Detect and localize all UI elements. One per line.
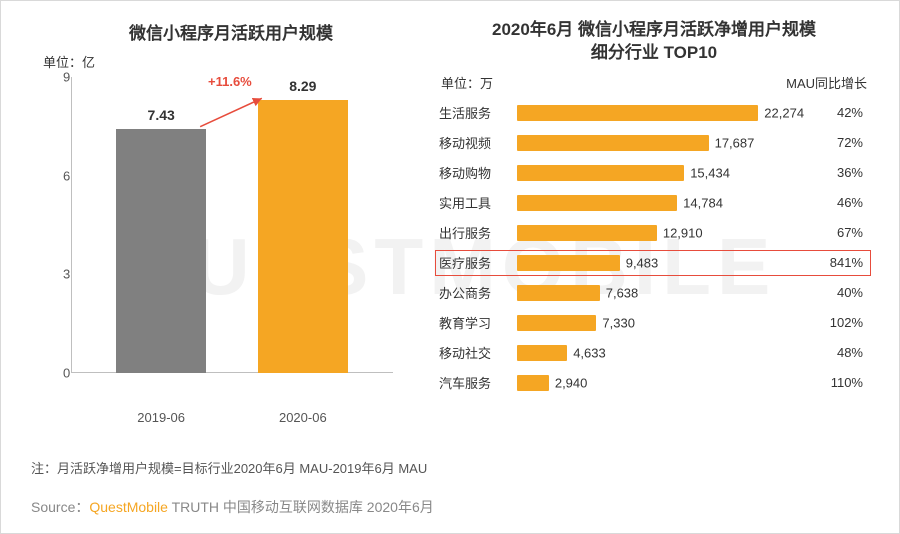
hbar-growth: 67% [803, 225, 869, 240]
hbar-row: 移动购物 15,434 36% [439, 158, 869, 188]
hbar-row: 教育学习 7,330 102% [439, 308, 869, 338]
right-chart-unit: 单位：万 [441, 73, 493, 92]
hbar-value-label: 2,940 [555, 375, 588, 390]
bar: 7.43 [116, 129, 206, 373]
left-chart-title: 微信小程序月活跃用户规模 [31, 19, 431, 44]
hbar-row: 移动社交 4,633 48% [439, 338, 869, 368]
bar-value-label: 7.43 [116, 107, 206, 123]
hbar-track: 4,633 [517, 342, 803, 364]
hbar-category: 出行服务 [439, 223, 513, 242]
hbar [517, 255, 620, 271]
hbar-track: 14,784 [517, 192, 803, 214]
hbar-growth: 42% [803, 105, 869, 120]
hbar-value-label: 22,274 [764, 105, 804, 120]
y-axis-tick: 6 [63, 168, 70, 183]
hbar [517, 345, 567, 361]
hbar-category: 教育学习 [439, 313, 513, 332]
hbar-growth: 102% [803, 315, 869, 330]
hbar-track: 17,687 [517, 132, 803, 154]
hbar-row: 实用工具 14,784 46% [439, 188, 869, 218]
hbar-row: 出行服务 12,910 67% [439, 218, 869, 248]
right-chart-growth-header: MAU同比增长 [786, 73, 867, 92]
x-axis-label: 2020-06 [258, 410, 348, 425]
hbar-category: 生活服务 [439, 103, 513, 122]
hbar-row: 移动视频 17,687 72% [439, 128, 869, 158]
hbar-growth: 110% [803, 375, 869, 390]
hbar [517, 225, 657, 241]
hbar-value-label: 7,330 [602, 315, 635, 330]
y-axis-tick: 3 [63, 267, 70, 282]
source-brand: QuestMobile [89, 499, 168, 515]
hbar-value-label: 9,483 [626, 255, 659, 270]
right-chart-title: 2020年6月 微信小程序月活跃净增用户规模 细分行业 TOP10 [439, 19, 869, 65]
hbar-category: 移动视频 [439, 133, 513, 152]
hbar-track: 2,940 [517, 372, 803, 394]
hbar-track: 12,910 [517, 222, 803, 244]
hbar [517, 135, 709, 151]
hbar [517, 285, 600, 301]
hbar-growth: 72% [803, 135, 869, 150]
hbar-track: 7,638 [517, 282, 803, 304]
left-chart-unit: 单位：亿 [43, 52, 431, 71]
y-axis-tick: 9 [63, 70, 70, 85]
hbar-track: 15,434 [517, 162, 803, 184]
growth-label: +11.6% [208, 74, 252, 89]
source-rest: TRUTH 中国移动互联网数据库 2020年6月 [168, 499, 434, 515]
hbar-row: 汽车服务 2,940 110% [439, 368, 869, 398]
hbar-growth: 36% [803, 165, 869, 180]
bar-plot-area: 03697.432019-068.292020-06+11.6% [43, 71, 403, 401]
hbar-category: 办公商务 [439, 283, 513, 302]
right-chart: 2020年6月 微信小程序月活跃净增用户规模 细分行业 TOP10 单位：万 M… [431, 19, 869, 401]
hbar-value-label: 17,687 [715, 135, 755, 150]
hbar-row: 办公商务 7,638 40% [439, 278, 869, 308]
hbar-value-label: 12,910 [663, 225, 703, 240]
y-axis-tick: 0 [63, 366, 70, 381]
bar-value-label: 8.29 [258, 78, 348, 94]
hbar-category: 医疗服务 [439, 253, 513, 272]
hbar-value-label: 15,434 [690, 165, 730, 180]
right-chart-rows: 生活服务 22,27442% 移动视频 17,687 72% 移动购物 15,434 36% 实… [439, 98, 869, 398]
x-axis-label: 2019-06 [116, 410, 206, 425]
hbar-value-label: 7,638 [606, 285, 639, 300]
hbar-growth: 841% [803, 255, 869, 270]
hbar-category: 移动购物 [439, 163, 513, 182]
right-title-line2: 细分行业 TOP10 [591, 43, 717, 62]
hbar-track: 9,483 [517, 252, 803, 274]
hbar-category: 实用工具 [439, 193, 513, 212]
source-line: Source：QuestMobile TRUTH 中国移动互联网数据库 2020… [31, 497, 434, 517]
hbar-value-label: 14,784 [683, 195, 723, 210]
hbar [517, 315, 596, 331]
hbar-track: 22,274 [517, 102, 803, 124]
footnote: 注：月活跃净增用户规模=目标行业2020年6月 MAU-2019年6月 MAU [31, 458, 427, 477]
hbar-row: 生活服务 22,27442% [439, 98, 869, 128]
hbar-growth: 48% [803, 345, 869, 360]
hbar-growth: 40% [803, 285, 869, 300]
hbar [517, 165, 684, 181]
hbar-growth: 46% [803, 195, 869, 210]
hbar-category: 移动社交 [439, 343, 513, 362]
hbar-category: 汽车服务 [439, 373, 513, 392]
left-chart: 微信小程序月活跃用户规模 单位：亿 03697.432019-068.29202… [31, 19, 431, 401]
hbar [517, 195, 677, 211]
right-title-line1: 2020年6月 微信小程序月活跃净增用户规模 [492, 20, 816, 39]
hbar-value-label: 4,633 [573, 345, 606, 360]
hbar [517, 375, 549, 391]
right-chart-header: 单位：万 MAU同比增长 [441, 73, 867, 92]
bar: 8.29 [258, 100, 348, 373]
hbar [517, 105, 758, 121]
hbar-track: 7,330 [517, 312, 803, 334]
hbar-row: 医疗服务 9,483 841% [439, 248, 869, 278]
source-prefix: Source： [31, 499, 89, 515]
content-area: 微信小程序月活跃用户规模 单位：亿 03697.432019-068.29202… [1, 1, 899, 401]
